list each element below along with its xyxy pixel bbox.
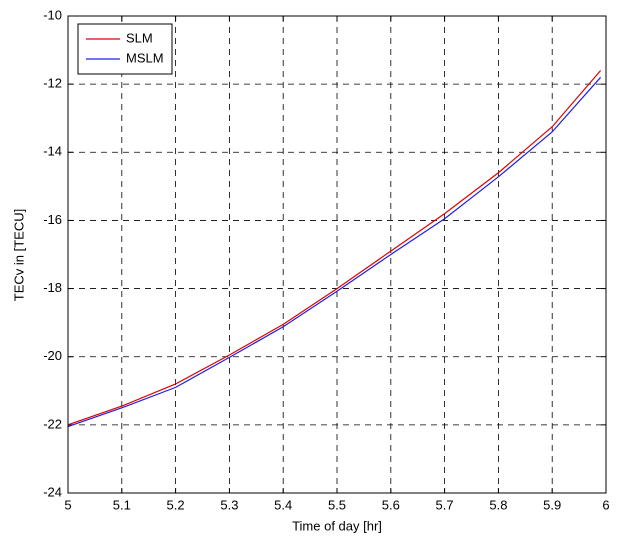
y-axis-label: TECv in [TECU] [11, 209, 26, 301]
y-tick-label: -10 [43, 7, 62, 22]
x-tick-label: 5.4 [274, 497, 292, 512]
x-tick-label: 5.7 [436, 497, 454, 512]
y-tick-label: -14 [43, 144, 62, 159]
y-tick-label: -24 [43, 484, 62, 499]
x-tick-label: 5.3 [220, 497, 238, 512]
axes-box [67, 15, 607, 494]
x-tick-label: 5.8 [489, 497, 507, 512]
x-tick-label: 6 [602, 497, 609, 512]
legend-box [77, 23, 173, 75]
x-tick-label: 5.9 [543, 497, 561, 512]
y-tick-label: -12 [43, 76, 62, 91]
x-tick-label: 5.2 [167, 497, 185, 512]
x-tick-label: 5.5 [328, 497, 346, 512]
series-line [67, 70, 602, 426]
y-tick-label: -16 [43, 212, 62, 227]
x-tick-label: 5.1 [113, 497, 131, 512]
y-tick-label: -20 [43, 348, 62, 363]
y-tick-label: -18 [43, 280, 62, 295]
x-tick-label: 5 [64, 497, 71, 512]
legend-label: SLM [126, 30, 153, 45]
series-line [67, 76, 602, 428]
legend-label: MSLM [126, 50, 164, 65]
x-tick-label: 5.6 [382, 497, 400, 512]
x-axis-label: Time of day [hr] [292, 518, 382, 533]
y-tick-label: -22 [43, 416, 62, 431]
